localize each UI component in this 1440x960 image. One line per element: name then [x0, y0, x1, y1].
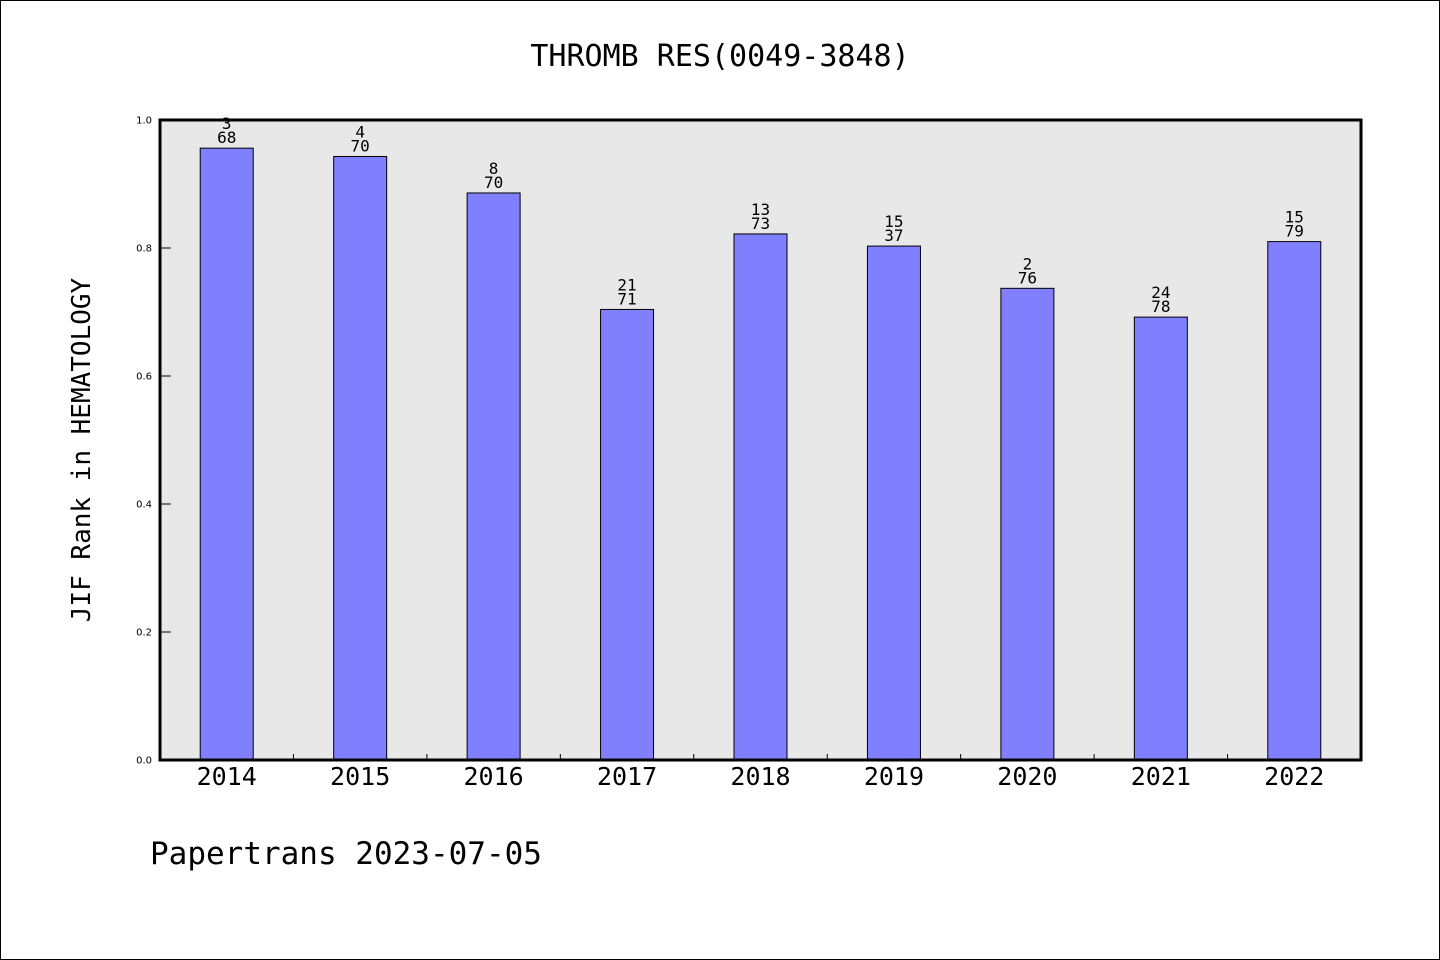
- bar-total-label: 78: [1151, 297, 1170, 316]
- bar-total-label: 37: [884, 226, 903, 245]
- bar-2022: [1267, 241, 1322, 761]
- bar-total-label: 79: [1285, 222, 1304, 241]
- bar-2014: [199, 147, 254, 761]
- chart-title: THROMB RES(0049-3848): [530, 39, 909, 74]
- bars-group: [199, 147, 1322, 761]
- bar-rank-label: 13: [751, 200, 770, 219]
- bar-rank-label: 24: [1151, 283, 1170, 302]
- x-tick-label: 2020: [997, 762, 1057, 791]
- bar-rank-label: 2: [1023, 254, 1033, 273]
- y-tick-label: 0.8: [136, 244, 152, 255]
- x-tick-label: 2014: [197, 762, 257, 791]
- x-tick-label: 2017: [597, 762, 657, 791]
- bar-rank-label: 21: [617, 275, 636, 294]
- bar-2018: [733, 233, 788, 761]
- y-tick-label: 1.0: [136, 116, 152, 127]
- bar-2015: [333, 155, 388, 761]
- x-tick-label: 2015: [330, 762, 390, 791]
- x-tick-label: 2019: [864, 762, 924, 791]
- bar-rank-label: 8: [489, 159, 499, 178]
- bar-total-label: 76: [1018, 268, 1037, 287]
- bar-total-label: 73: [751, 214, 770, 233]
- x-tick-label: 2016: [464, 762, 524, 791]
- bar-rank-label: 4: [355, 122, 365, 141]
- plot-border: [158, 118, 1363, 762]
- bar-2019: [866, 245, 921, 761]
- bar-2016: [466, 192, 521, 761]
- bar-total-label: 70: [351, 136, 370, 155]
- x-tick-label: 2022: [1264, 762, 1324, 791]
- bar-total-label: 68: [217, 128, 236, 147]
- bar-rank-label: 3: [222, 114, 232, 133]
- bar-2017: [600, 308, 655, 761]
- bar-rank-label: 15: [884, 212, 903, 231]
- y-tick-label: 0.0: [136, 756, 152, 767]
- x-axis-ticks: 2014 2015 2016 2017 2018 2019 2020 2021 2022: [197, 754, 1324, 791]
- bar-rank-label: 15: [1285, 208, 1304, 227]
- x-tick-label: 2021: [1131, 762, 1191, 791]
- footer-credit: Papertrans 2023-07-05: [150, 836, 542, 872]
- bar-2021: [1133, 316, 1188, 761]
- bar-total-label: 70: [484, 173, 503, 192]
- bar-total-label: 71: [617, 289, 636, 308]
- y-tick-label: 0.4: [136, 500, 152, 511]
- bar-2020: [1000, 287, 1055, 761]
- y-axis-label: JIF Rank in HEMATOLOGY: [67, 277, 97, 622]
- y-axis-ticks: 0.0 0.2 0.4 0.6 0.8 1.0: [136, 116, 171, 767]
- y-tick-label: 0.2: [136, 628, 152, 639]
- x-tick-label: 2018: [730, 762, 790, 791]
- y-tick-label: 0.6: [136, 372, 152, 383]
